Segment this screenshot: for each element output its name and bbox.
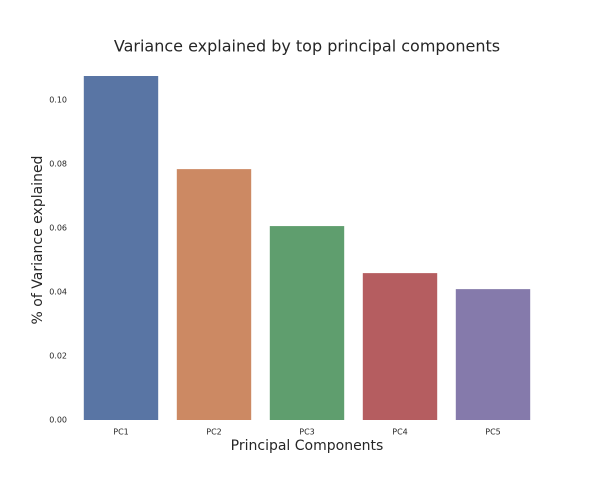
bar (362, 273, 438, 420)
y-tick-label: 0.02 (49, 352, 67, 361)
x-tick-label: PC4 (392, 428, 408, 437)
x-axis-label: Principal Components (231, 438, 384, 454)
y-tick-label: 0.04 (49, 288, 67, 297)
y-axis-label: % of Variance explained (30, 156, 46, 325)
y-tick-label: 0.00 (49, 416, 67, 425)
bar (176, 169, 252, 420)
bar (269, 226, 345, 420)
y-tick-label: 0.10 (49, 96, 67, 105)
bar (83, 76, 159, 420)
y-tick-label: 0.06 (49, 224, 67, 233)
bar (455, 289, 531, 420)
x-tick-label: PC2 (206, 428, 222, 437)
y-tick-label: 0.08 (49, 160, 67, 169)
x-tick-label: PC5 (485, 428, 501, 437)
chart-title: Variance explained by top principal comp… (114, 37, 500, 56)
x-tick-label: PC3 (299, 428, 315, 437)
x-tick-label: PC1 (113, 428, 129, 437)
